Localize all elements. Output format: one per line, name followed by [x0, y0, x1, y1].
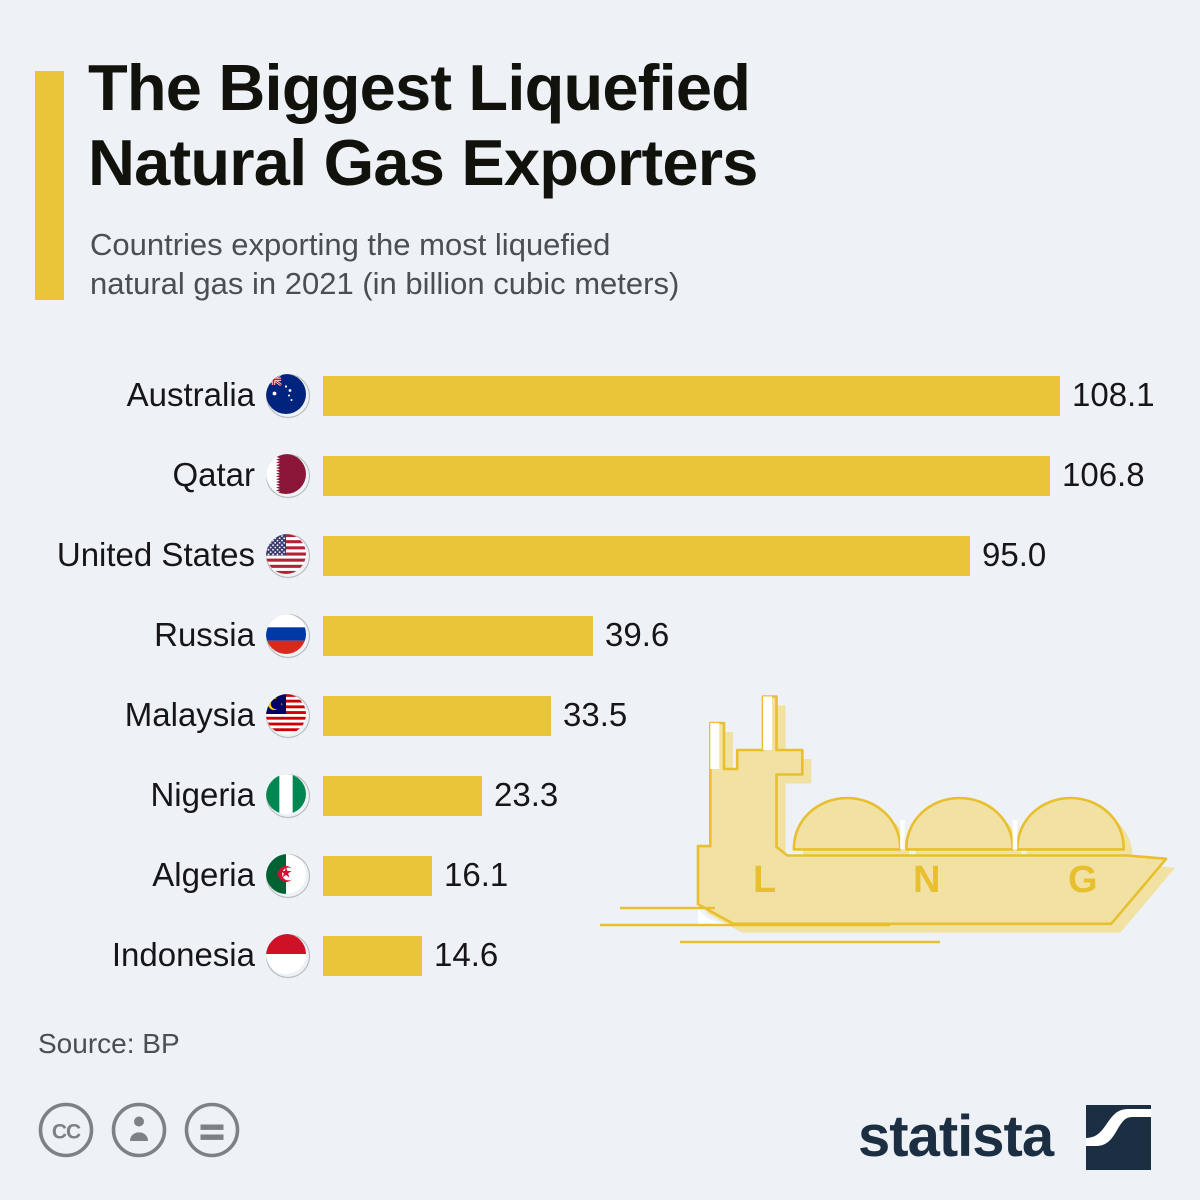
svg-text:L: L: [753, 859, 776, 901]
svg-text:G: G: [1068, 859, 1098, 901]
svg-text:statista: statista: [858, 1104, 1055, 1169]
svg-text:N: N: [913, 859, 940, 901]
svg-text:CC: CC: [52, 1121, 81, 1144]
